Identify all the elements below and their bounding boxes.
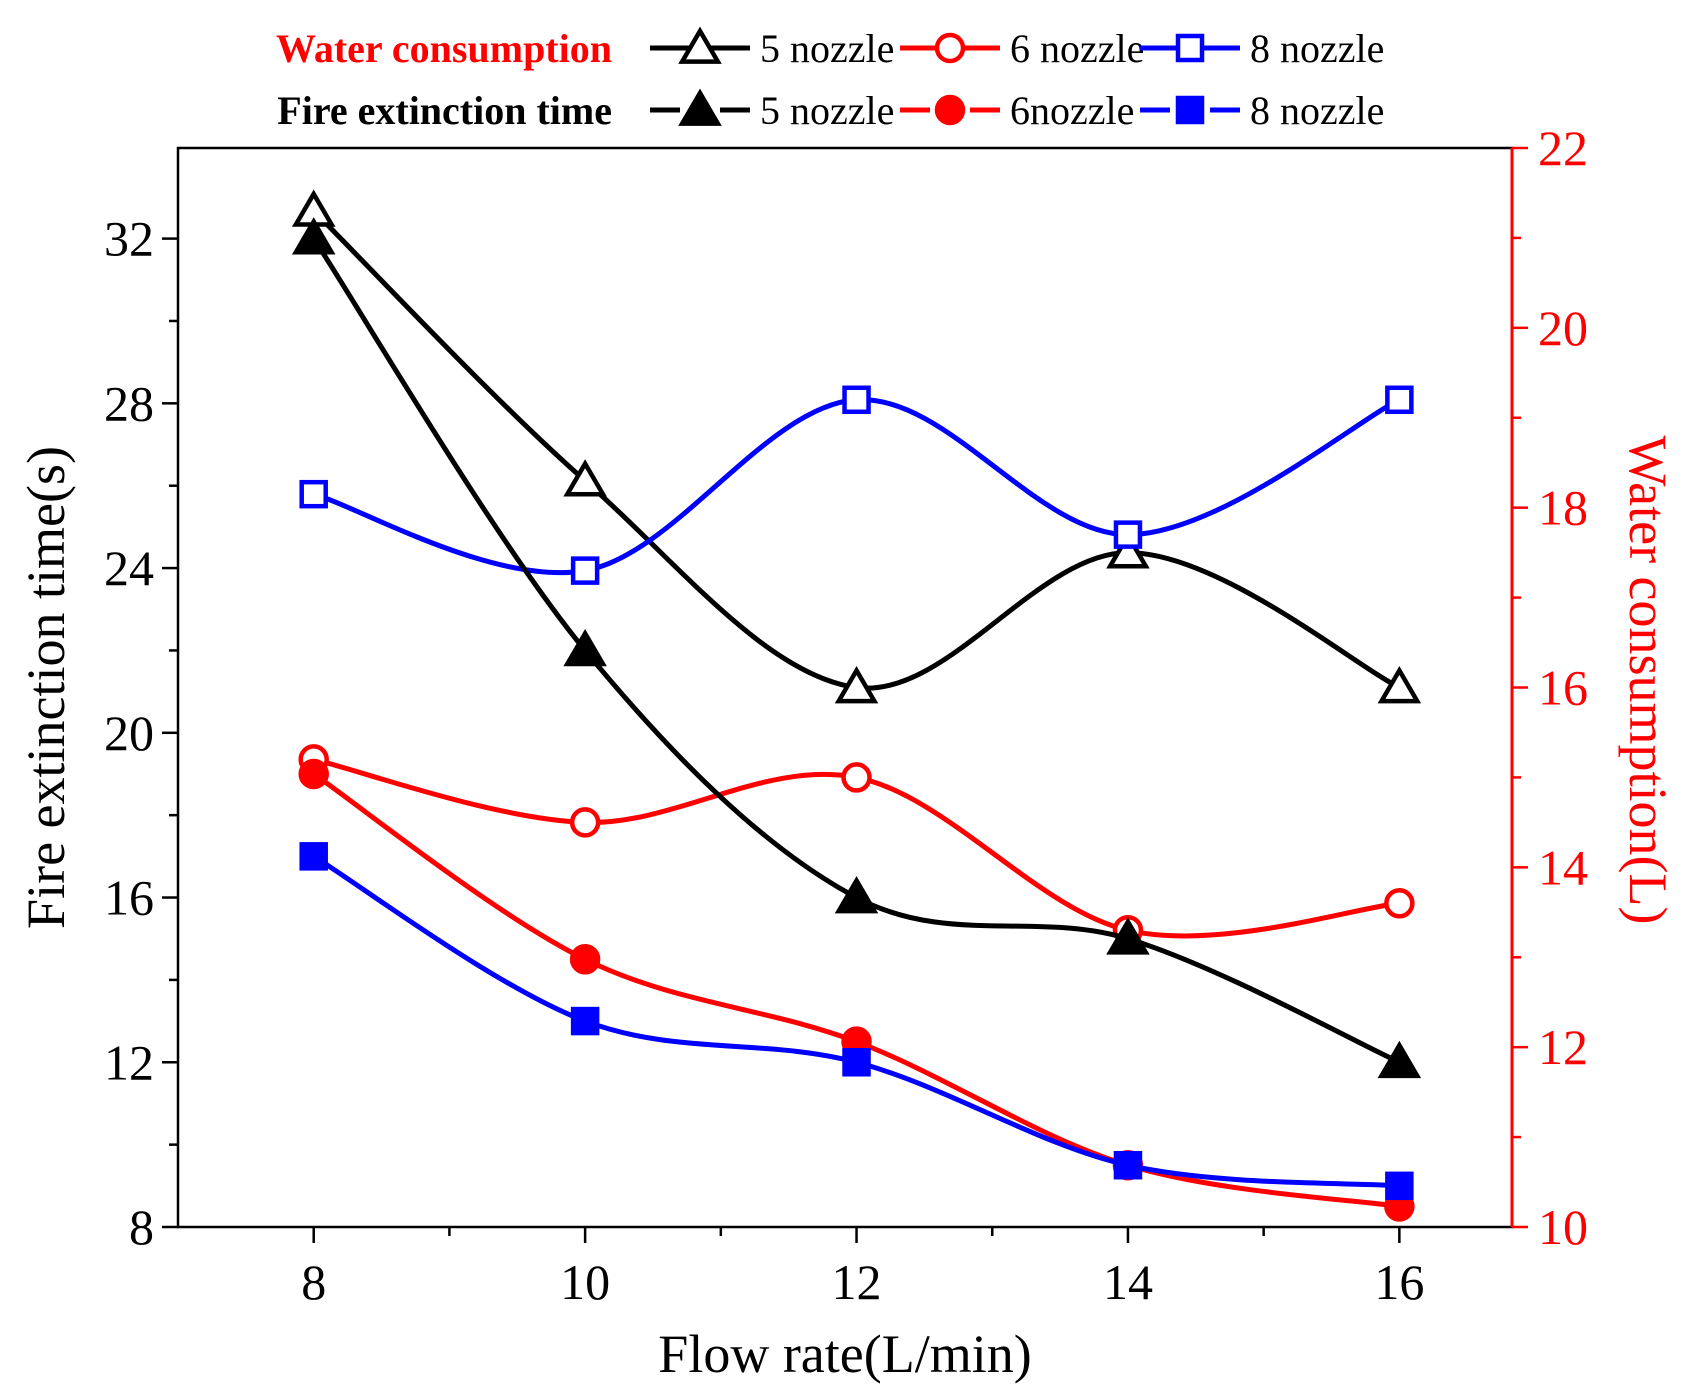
legend-group-fire-extinction-time: Fire extinction time 5 nozzle 6nozzle 8 noz… bbox=[277, 88, 1384, 133]
data-point bbox=[1385, 385, 1414, 415]
data-point bbox=[1113, 520, 1143, 549]
data-point bbox=[1385, 1171, 1414, 1201]
legend-marker bbox=[1175, 33, 1205, 63]
legend-marker bbox=[678, 88, 722, 126]
y-axis-title: Fire extinction time(s) bbox=[16, 446, 76, 929]
x-tick-label: 8 bbox=[301, 1254, 326, 1310]
series-fire-extinction-time-5-nozzle bbox=[291, 217, 1422, 1079]
legend-marker bbox=[934, 94, 966, 126]
y2-axis-title: Water consumption(L) bbox=[1618, 435, 1678, 924]
y2-ticks: 10 12 14 16 18 20 22 bbox=[1512, 120, 1588, 1255]
y2-tick-label: 22 bbox=[1538, 120, 1588, 176]
data-point bbox=[1384, 888, 1415, 919]
data-point bbox=[569, 807, 601, 838]
data-point bbox=[563, 459, 607, 497]
legend-entry: 5 nozzle bbox=[650, 26, 894, 71]
legend-label: 6nozzle bbox=[1010, 88, 1134, 133]
y-tick-label: 8 bbox=[129, 1199, 154, 1255]
data-point bbox=[834, 876, 879, 914]
legend: Water consumption 5 nozzle 6 nozzle 8 nozzl… bbox=[276, 26, 1384, 133]
y2-tick-label: 10 bbox=[1538, 1199, 1588, 1255]
y2-tick-label: 18 bbox=[1538, 480, 1588, 536]
data-point bbox=[1106, 531, 1150, 569]
y-tick-label: 28 bbox=[104, 375, 154, 431]
x-tick-label: 14 bbox=[1103, 1254, 1153, 1310]
y-tick-label: 20 bbox=[104, 705, 154, 761]
y-tick-label: 32 bbox=[104, 211, 154, 267]
legend-label: 5 nozzle bbox=[760, 26, 894, 71]
y2-tick-label: 20 bbox=[1538, 300, 1588, 356]
data-point bbox=[299, 842, 328, 871]
legend-entry: 6nozzle bbox=[900, 88, 1134, 133]
x-ticks: 8 10 12 14 16 bbox=[301, 1227, 1424, 1310]
x-tick-label: 16 bbox=[1374, 1254, 1424, 1310]
legend-marker bbox=[1175, 95, 1205, 125]
data-point bbox=[1113, 1150, 1143, 1180]
y2-tick-label: 14 bbox=[1538, 839, 1588, 895]
series-line bbox=[311, 209, 1401, 691]
y2-tick-label: 16 bbox=[1538, 660, 1588, 716]
series-water-consumption-5-nozzle bbox=[291, 189, 1422, 704]
legend-marker bbox=[678, 26, 722, 64]
legend-label: 8 nozzle bbox=[1250, 88, 1384, 133]
legend-label: 6 nozzle bbox=[1010, 26, 1144, 71]
data-point bbox=[299, 479, 328, 509]
data-point bbox=[570, 1006, 600, 1036]
data-point bbox=[569, 944, 601, 975]
series-fire-extinction-time-6nozzle bbox=[298, 758, 1415, 1222]
data-point bbox=[570, 556, 600, 585]
data-point bbox=[841, 762, 872, 793]
x-tick-label: 10 bbox=[560, 1254, 610, 1310]
x-tick-label: 12 bbox=[832, 1254, 882, 1310]
data-point bbox=[842, 385, 871, 415]
data-point bbox=[1106, 917, 1150, 955]
legend-label: 8 nozzle bbox=[1250, 26, 1384, 71]
plot-series bbox=[291, 189, 1422, 1222]
data-point bbox=[298, 758, 329, 790]
y2-tick-label: 12 bbox=[1538, 1019, 1588, 1075]
legend-entry: 5 nozzle bbox=[650, 88, 894, 133]
legend-entry: 8 nozzle bbox=[1140, 88, 1384, 133]
data-point bbox=[1377, 1040, 1422, 1079]
series-water-consumption-6-nozzle bbox=[298, 744, 1415, 946]
y-ticks: 8 12 16 20 24 28 32 bbox=[104, 211, 178, 1255]
axes: 8 10 12 14 16 8 12 16 20 24 28 32 10 12 14 16 18 20 22 F… bbox=[16, 120, 1678, 1384]
legend-entry: 6 nozzle bbox=[900, 26, 1144, 71]
series-line bbox=[311, 237, 1401, 1065]
data-point bbox=[563, 628, 607, 667]
data-point bbox=[291, 217, 336, 255]
y-tick-label: 16 bbox=[104, 870, 154, 926]
data-point bbox=[842, 1048, 871, 1077]
legend-group-title: Water consumption bbox=[276, 26, 612, 71]
y-tick-label: 12 bbox=[104, 1034, 154, 1090]
data-point bbox=[834, 666, 879, 704]
series-line bbox=[312, 771, 1400, 1209]
series-water-consumption-8-nozzle bbox=[299, 385, 1414, 585]
series-line bbox=[313, 397, 1401, 576]
legend-entry: 8 nozzle bbox=[1140, 26, 1384, 71]
legend-marker bbox=[934, 32, 966, 64]
data-point bbox=[1377, 666, 1422, 704]
legend-group-water-consumption: Water consumption 5 nozzle 6 nozzle 8 nozzl… bbox=[276, 26, 1384, 71]
legend-group-title: Fire extinction time bbox=[277, 88, 612, 133]
series-fire-extinction-time-8-nozzle bbox=[299, 842, 1414, 1201]
x-axis-title: Flow rate(L/min) bbox=[658, 1324, 1031, 1384]
legend-label: 5 nozzle bbox=[760, 88, 894, 133]
y-tick-label: 24 bbox=[104, 540, 154, 596]
